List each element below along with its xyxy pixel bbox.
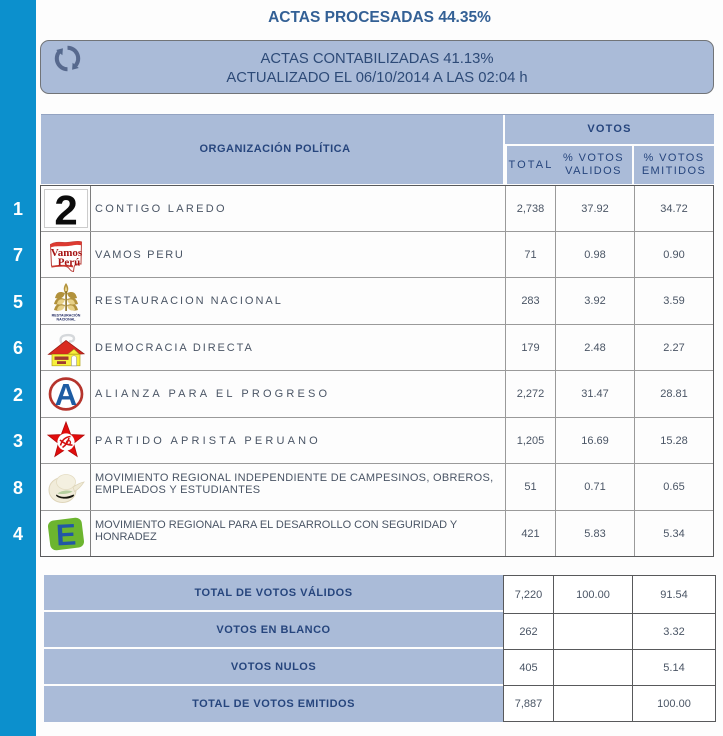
svg-text:Perú: Perú bbox=[57, 256, 80, 268]
svg-text:NACIONAL: NACIONAL bbox=[56, 318, 76, 322]
svg-text:RESTAURACIÓN: RESTAURACIÓN bbox=[51, 313, 80, 318]
svg-text:2: 2 bbox=[54, 188, 77, 229]
svg-text:E: E bbox=[55, 518, 77, 552]
svg-text:A: A bbox=[54, 377, 76, 412]
svg-text:Vamos: Vamos bbox=[50, 247, 82, 259]
